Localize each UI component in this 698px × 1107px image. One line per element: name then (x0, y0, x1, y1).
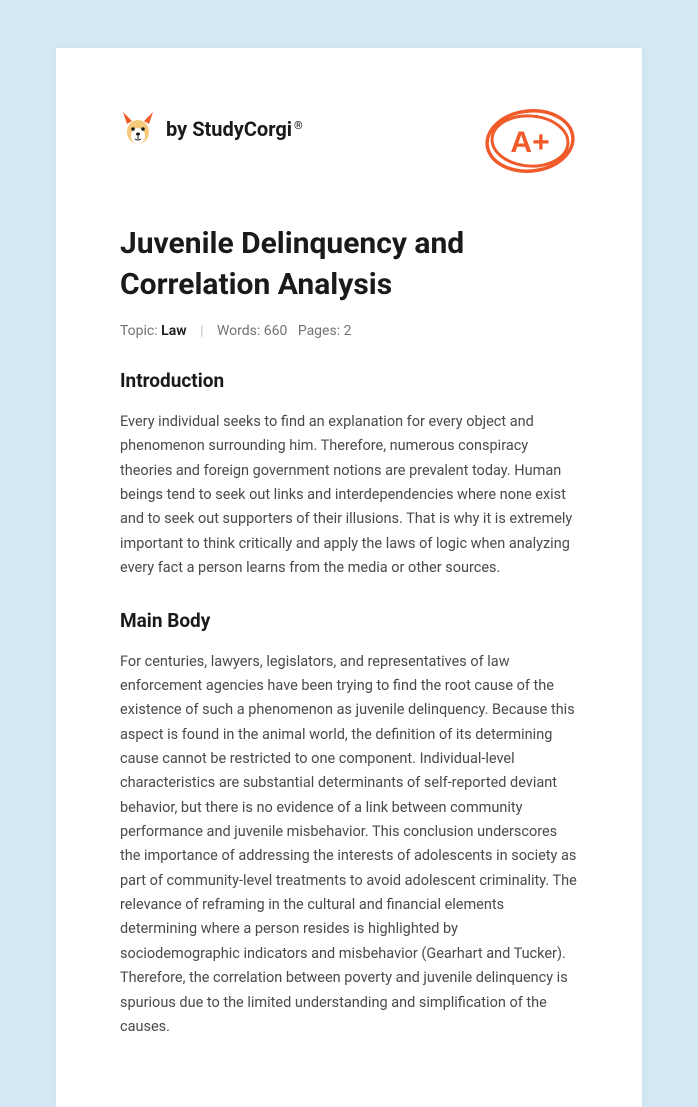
trademark-icon: ® (294, 119, 303, 132)
document-page: by StudyCorgi ® A+ Juvenile Delinquency … (56, 48, 642, 1107)
words-label: Words: (217, 323, 260, 339)
grade-badge: A+ (482, 106, 578, 176)
corgi-icon (120, 106, 156, 152)
section-body-intro: Every individual seeks to find an explan… (120, 410, 578, 581)
brand: by StudyCorgi ® (120, 106, 303, 152)
pages-label: Pages: (298, 323, 340, 339)
document-title: Juvenile Delinquency and Correlation Ana… (120, 224, 578, 305)
section-body-main: For centuries, lawyers, legislators, and… (120, 650, 578, 1040)
pages-value: 2 (344, 323, 352, 339)
brand-name: StudyCorgi (192, 117, 292, 141)
grade-text: A+ (510, 126, 549, 159)
topic-label: Topic: (120, 323, 158, 339)
brand-prefix: by (166, 117, 187, 141)
header-row: by StudyCorgi ® A+ (120, 106, 578, 176)
words-value: 660 (264, 323, 288, 339)
meta-row: Topic: Law | Words: 660 Pages: 2 (120, 323, 578, 339)
section-heading-main: Main Body (120, 609, 578, 632)
topic-link[interactable]: Law (161, 323, 186, 339)
brand-text: by StudyCorgi ® (166, 117, 303, 141)
meta-separator: | (200, 323, 203, 339)
section-heading-intro: Introduction (120, 369, 578, 392)
